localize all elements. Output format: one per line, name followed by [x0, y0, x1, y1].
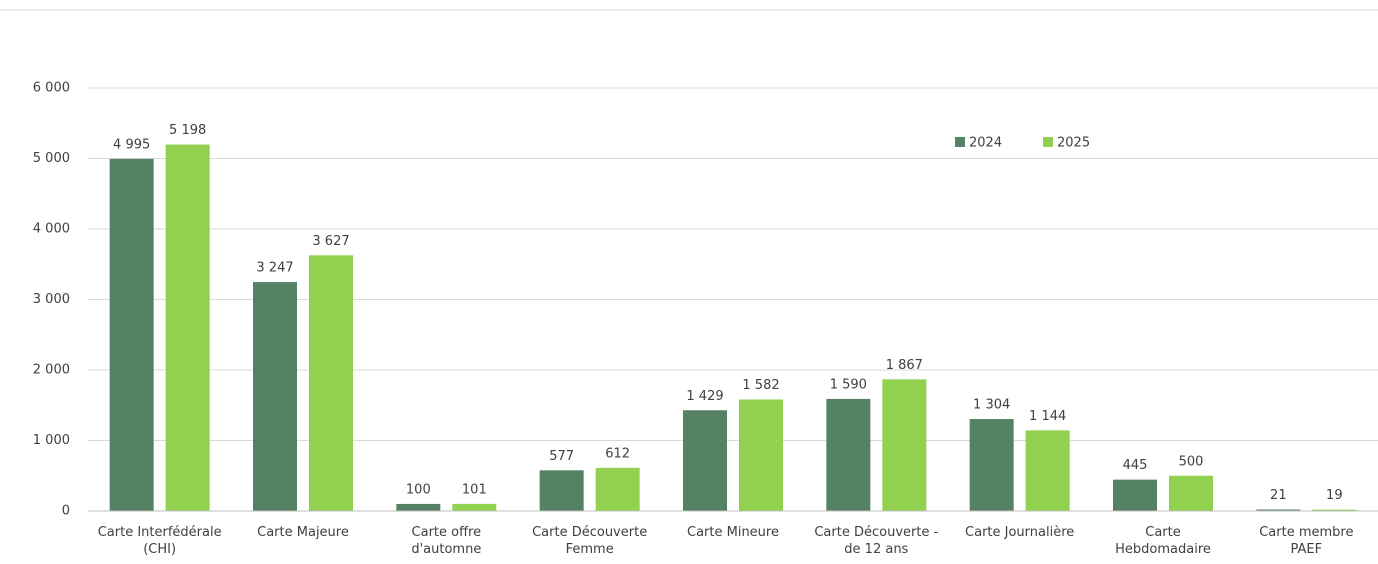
- bar: [595, 467, 640, 511]
- bar: [683, 410, 727, 511]
- x-tick-label: Carte Hebdomadaire: [1115, 525, 1211, 557]
- bar: [969, 419, 1014, 511]
- y-tick-label: 2 000: [33, 363, 70, 378]
- bar: [1169, 475, 1213, 511]
- bar: [1256, 509, 1301, 511]
- bar: [396, 503, 441, 511]
- x-tick-label: Carte Majeure: [257, 525, 349, 540]
- bar: [165, 144, 210, 511]
- data-label: 577: [549, 449, 574, 464]
- bar: [452, 503, 497, 511]
- x-tick-label: Carte offre d'automne: [411, 525, 482, 557]
- x-tick-label: Carte Découverte - de 12 ans: [814, 525, 939, 557]
- bar: [109, 158, 154, 512]
- bar: [882, 379, 927, 511]
- data-label: 101: [462, 482, 487, 497]
- x-tick-label: Carte membre PAEF: [1259, 525, 1354, 557]
- data-label: 5 198: [169, 123, 206, 138]
- y-tick-label: 1 000: [33, 433, 70, 448]
- legend-swatch: [955, 137, 965, 147]
- y-tick-label: 5 000: [33, 151, 70, 166]
- bar: [1312, 509, 1357, 511]
- x-tick-label: Carte Journalière: [965, 525, 1075, 540]
- data-label: 3 627: [312, 234, 349, 249]
- y-tick-label: 6 000: [33, 81, 70, 96]
- data-label: 100: [406, 482, 431, 497]
- x-tick-label: Carte Interfédérale (CHI): [97, 525, 222, 557]
- data-label: 1 582: [742, 378, 779, 393]
- x-tick-label: Carte Mineure: [687, 525, 779, 540]
- y-tick-label: 4 000: [33, 222, 70, 237]
- x-tick-label: Carte Découverte Femme: [532, 525, 648, 557]
- bar: [539, 470, 584, 511]
- data-label: 1 144: [1029, 409, 1066, 424]
- data-label: 1 590: [830, 377, 867, 392]
- y-tick-label: 3 000: [33, 292, 70, 307]
- bar: [1113, 479, 1157, 511]
- data-label: 3 247: [256, 261, 293, 276]
- data-label: 1 429: [686, 389, 723, 404]
- data-label: 612: [605, 446, 630, 461]
- bar: [309, 255, 353, 511]
- data-label: 21: [1270, 488, 1287, 503]
- y-tick-label: 0: [62, 504, 70, 519]
- legend-label: 2024: [969, 136, 1002, 151]
- data-label: 1 867: [886, 358, 923, 373]
- bar: [739, 399, 783, 511]
- data-label: 1 304: [973, 398, 1010, 413]
- data-label: 500: [1179, 454, 1204, 469]
- data-label: 4 995: [113, 137, 150, 152]
- data-label: 19: [1326, 488, 1343, 503]
- bar: [1025, 430, 1070, 511]
- legend-label: 2025: [1057, 136, 1090, 151]
- legend-swatch: [1043, 137, 1053, 147]
- bar: [826, 398, 871, 511]
- bar: [253, 282, 297, 511]
- data-label: 445: [1123, 458, 1148, 473]
